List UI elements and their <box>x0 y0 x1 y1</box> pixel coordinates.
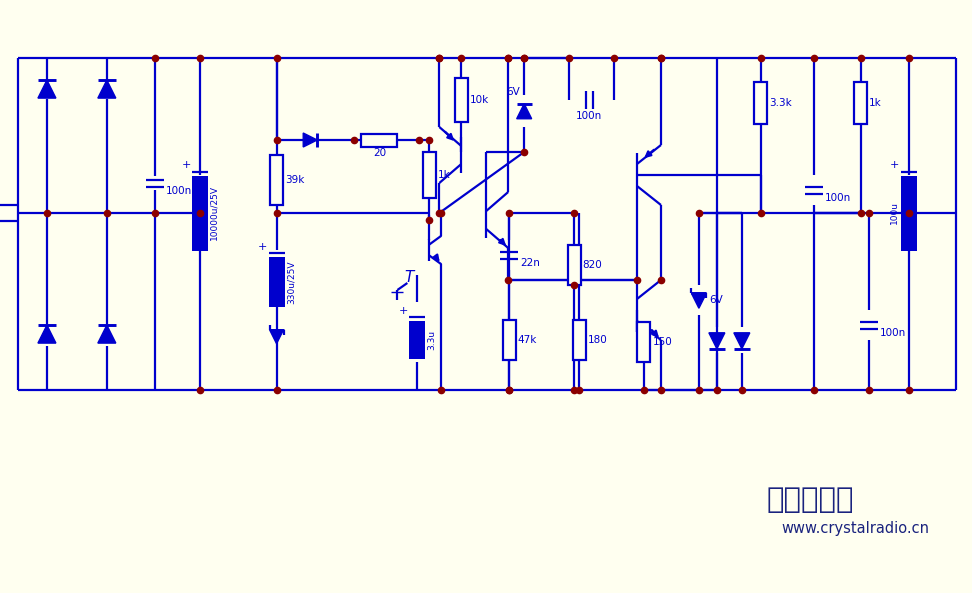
Text: 1k: 1k <box>437 170 451 180</box>
Text: 39k: 39k <box>285 175 304 185</box>
Text: 矿石收音机: 矿石收音机 <box>767 486 854 514</box>
Text: 3.3u: 3.3u <box>428 330 436 350</box>
Text: 20: 20 <box>373 148 386 158</box>
Text: +: + <box>890 161 900 171</box>
Text: +: + <box>182 161 191 171</box>
Text: 180: 180 <box>588 335 608 345</box>
Polygon shape <box>98 80 116 98</box>
Text: 150: 150 <box>652 337 673 347</box>
Bar <box>455 78 468 122</box>
Text: 6V: 6V <box>710 295 723 305</box>
Bar <box>191 176 208 250</box>
Polygon shape <box>709 333 725 349</box>
Polygon shape <box>38 325 56 343</box>
Text: 10k: 10k <box>469 95 489 105</box>
Polygon shape <box>734 333 749 349</box>
Polygon shape <box>269 330 284 344</box>
Text: 3.3k: 3.3k <box>769 98 792 108</box>
Text: 100n: 100n <box>880 328 906 338</box>
Bar <box>568 245 580 285</box>
Bar <box>423 152 435 198</box>
Bar <box>638 322 650 362</box>
Polygon shape <box>38 80 56 98</box>
Text: 10000u/25V: 10000u/25V <box>210 186 219 241</box>
Bar <box>754 82 767 124</box>
Bar <box>901 176 917 250</box>
Bar <box>573 320 585 360</box>
Polygon shape <box>691 294 707 308</box>
Text: 47k: 47k <box>518 335 538 345</box>
Text: 6V: 6V <box>506 87 520 97</box>
Text: T: T <box>404 270 414 285</box>
Polygon shape <box>303 133 317 147</box>
Text: 22n: 22n <box>520 258 540 268</box>
Text: 100n: 100n <box>576 111 603 121</box>
Bar <box>854 82 867 124</box>
Bar <box>270 155 283 205</box>
Polygon shape <box>98 325 116 343</box>
Text: +: + <box>259 242 267 252</box>
Text: 100u: 100u <box>889 202 898 225</box>
Text: 820: 820 <box>582 260 603 270</box>
Bar <box>409 321 426 359</box>
Text: 1k: 1k <box>869 98 882 108</box>
Bar <box>268 257 285 307</box>
Text: +: + <box>399 306 408 316</box>
Polygon shape <box>517 104 532 119</box>
Text: www.crystalradio.cn: www.crystalradio.cn <box>781 521 930 536</box>
Bar <box>503 320 516 360</box>
Text: 100n: 100n <box>166 186 192 196</box>
Text: 330u/25V: 330u/25V <box>287 260 295 304</box>
Bar <box>362 133 398 146</box>
Text: 100n: 100n <box>824 193 850 203</box>
